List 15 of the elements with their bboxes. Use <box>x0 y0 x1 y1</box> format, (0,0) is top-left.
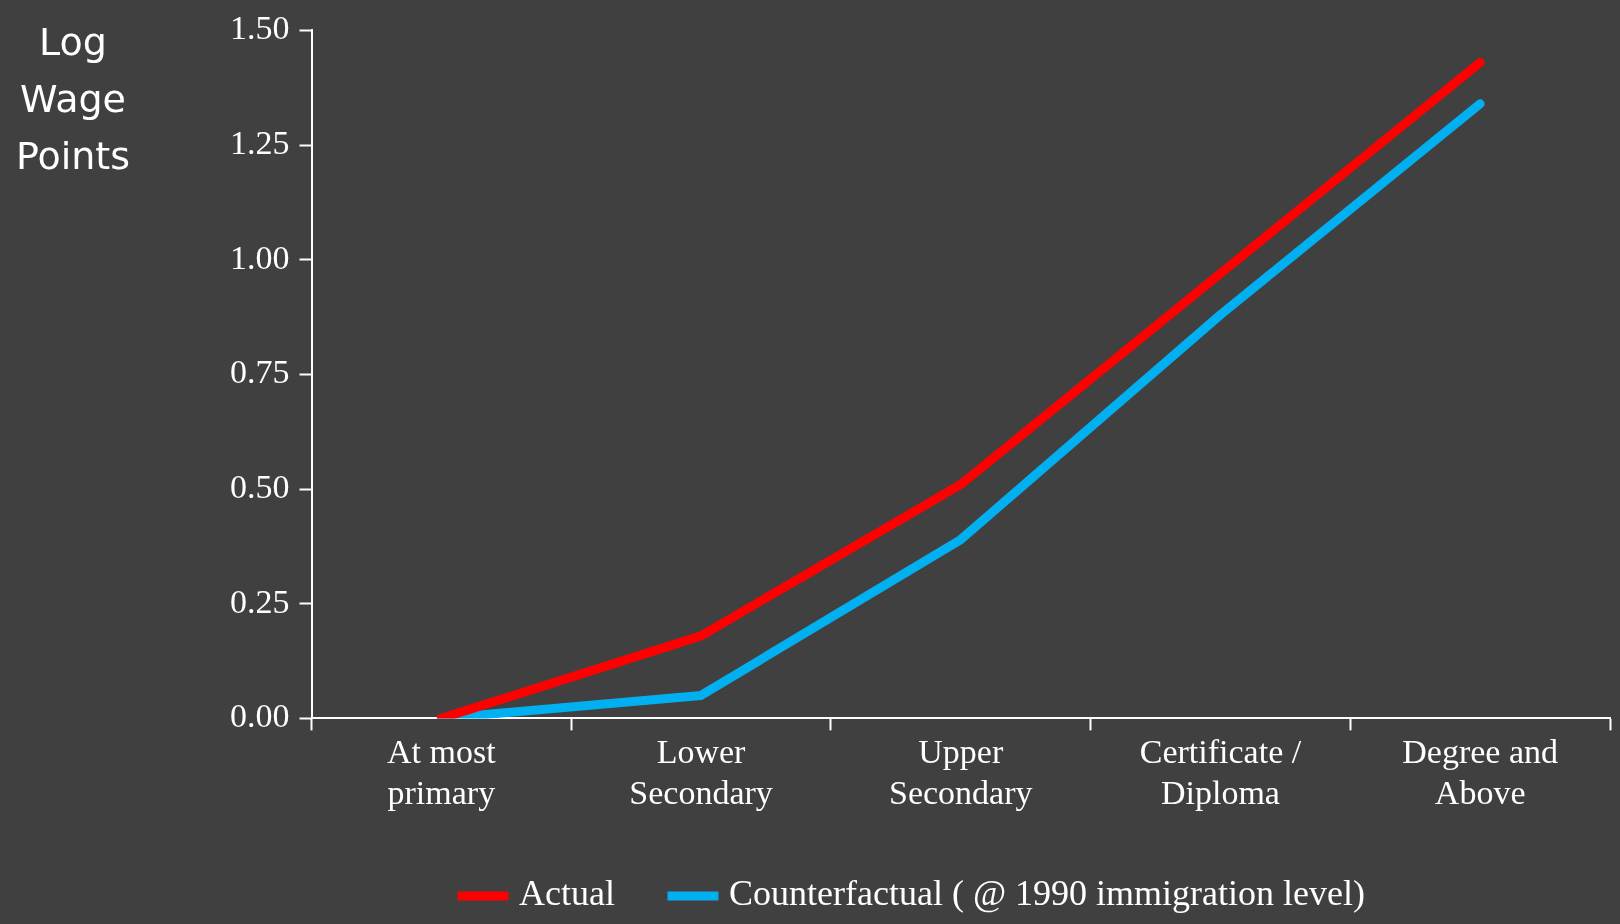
y-tick-label: 0.50 <box>230 467 290 505</box>
y-tick-label: 1.50 <box>230 9 290 47</box>
y-tick-label: 0.25 <box>230 582 290 620</box>
x-tick-label: Lower Secondary <box>629 732 773 811</box>
x-tick-label: Upper Secondary <box>888 732 1033 811</box>
x-tick-label: Certificate / Diploma <box>1139 732 1302 811</box>
x-tick-label: Degree and Above <box>1402 732 1559 811</box>
y-tick-label: 1.25 <box>230 123 290 161</box>
y-axis-title: Log Wage Points <box>14 19 132 180</box>
x-tick-label: At most primary <box>387 732 497 811</box>
y-tick-label: 0.75 <box>230 353 290 391</box>
y-tick-label: 0.00 <box>230 697 290 735</box>
y-tick-label: 1.00 <box>230 238 290 276</box>
legend-label: Counterfactual ( @ 1990 immigration level) <box>728 873 1365 914</box>
legend-label: Actual <box>519 873 615 914</box>
